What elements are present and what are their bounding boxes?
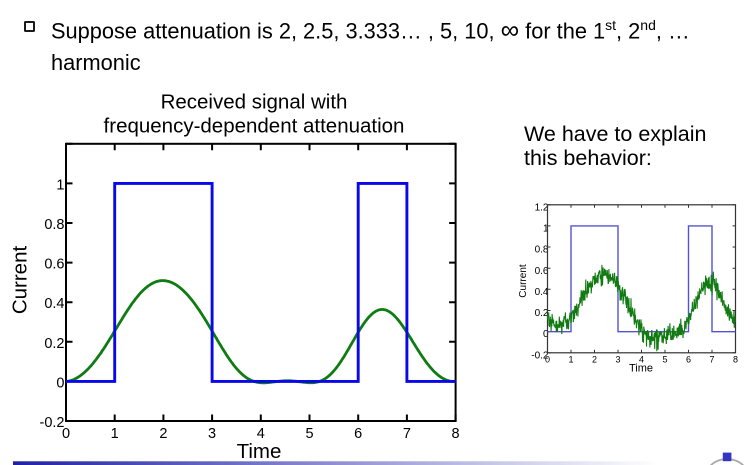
svg-text:-0.2: -0.2 (40, 415, 65, 431)
svg-text:0.2: 0.2 (44, 336, 64, 352)
svg-text:0: 0 (545, 354, 550, 364)
svg-text:Time: Time (237, 440, 282, 463)
svg-text:2: 2 (159, 426, 167, 442)
svg-text:3: 3 (615, 354, 620, 364)
svg-text:1: 1 (568, 354, 573, 364)
svg-text:Current: Current (9, 246, 32, 315)
svg-text:-0.2: -0.2 (531, 350, 549, 361)
svg-text:Received signal with: Received signal with (161, 90, 348, 113)
svg-text:0: 0 (56, 375, 64, 391)
svg-text:0.6: 0.6 (535, 266, 549, 277)
svg-text:0: 0 (543, 329, 549, 340)
svg-text:1: 1 (111, 426, 119, 442)
svg-text:Time: Time (629, 363, 653, 375)
svg-text:5: 5 (305, 426, 313, 442)
svg-text:frequency-dependent attenuatio: frequency-dependent attenuation (104, 114, 405, 137)
svg-text:0.8: 0.8 (535, 245, 549, 256)
svg-text:0: 0 (62, 426, 70, 442)
svg-text:0.8: 0.8 (44, 217, 64, 233)
svg-text:7: 7 (709, 354, 714, 364)
svg-text:0.4: 0.4 (535, 287, 549, 298)
svg-text:5: 5 (662, 354, 667, 364)
svg-text:Current: Current (518, 264, 529, 298)
svg-text:7: 7 (403, 426, 411, 442)
svg-text:2: 2 (592, 354, 597, 364)
svg-text:4: 4 (257, 426, 265, 442)
svg-text:6: 6 (354, 426, 362, 442)
svg-text:6: 6 (686, 354, 691, 364)
svg-text:3: 3 (208, 426, 216, 442)
svg-text:8: 8 (733, 354, 738, 364)
svg-text:1: 1 (543, 224, 549, 235)
svg-text:0.6: 0.6 (44, 257, 64, 273)
svg-text:0.4: 0.4 (44, 296, 64, 312)
svg-text:4: 4 (639, 354, 644, 364)
svg-text:8: 8 (452, 426, 460, 442)
svg-text:0.2: 0.2 (535, 308, 549, 319)
svg-text:1: 1 (56, 177, 64, 193)
svg-text:1.2: 1.2 (535, 202, 549, 213)
